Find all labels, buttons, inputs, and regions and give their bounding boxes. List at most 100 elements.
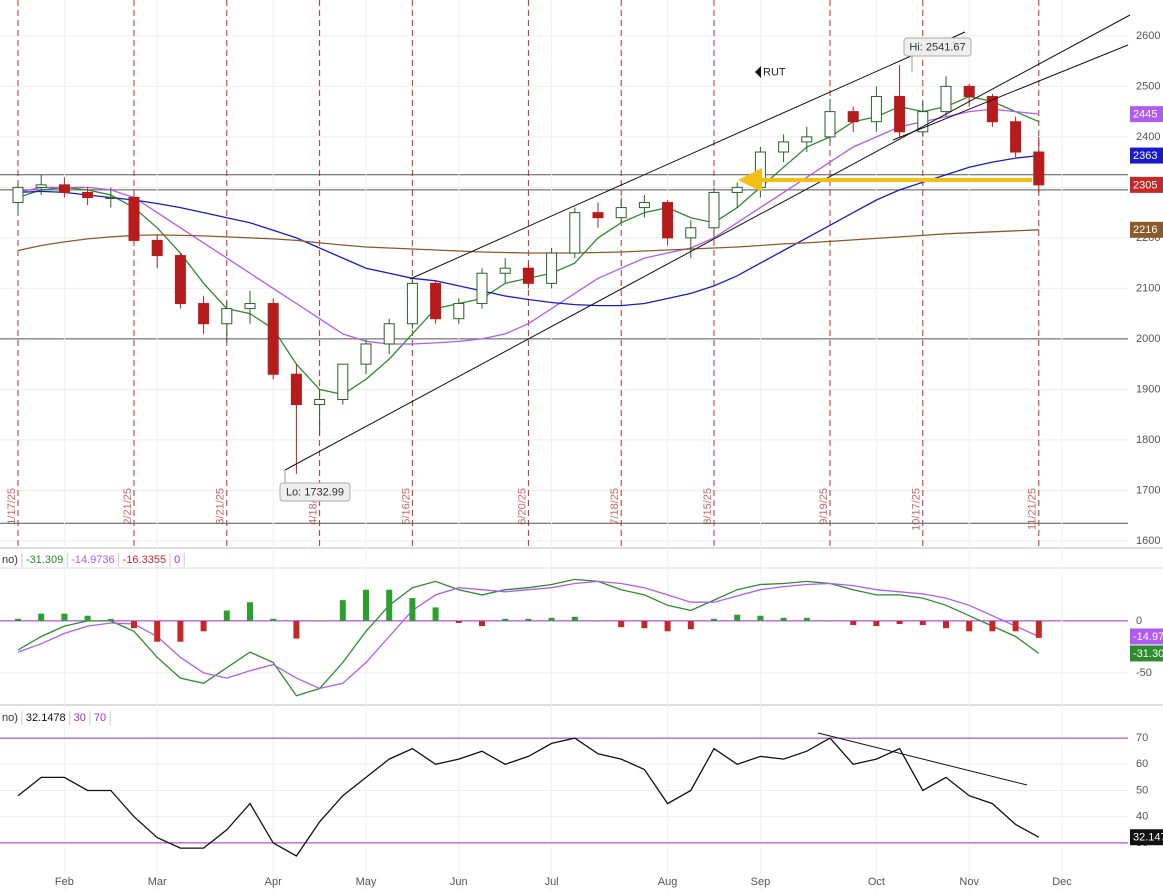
y-tick-label: 2500 xyxy=(1136,80,1160,92)
histogram-bar xyxy=(734,614,741,621)
candle-body xyxy=(35,184,47,188)
y-tick-label: 2400 xyxy=(1136,131,1160,143)
candle-body xyxy=(870,95,882,123)
histogram-bar xyxy=(502,618,509,621)
x-tick-label: Oct xyxy=(868,876,885,888)
date-marker-label: 8/15/25 xyxy=(702,488,714,525)
candle-body xyxy=(569,212,581,254)
legend-readout: no) xyxy=(2,712,18,724)
y-tick-label: 1900 xyxy=(1136,383,1160,395)
date-marker-label: 2/21/25 xyxy=(122,488,134,525)
date-marker-label: 7/18/25 xyxy=(609,488,621,525)
low-annotation: Lo: 1732.99 xyxy=(286,486,344,498)
histogram-bar xyxy=(641,620,648,629)
x-tick-label: Jun xyxy=(450,876,468,888)
histogram-bar xyxy=(247,602,253,621)
series-line xyxy=(17,578,1040,697)
histogram-bar xyxy=(757,615,764,621)
candle-body xyxy=(58,184,70,193)
candle-body xyxy=(244,303,256,310)
x-tick-label: Aug xyxy=(658,876,678,888)
candle-body xyxy=(778,141,790,153)
candle-body xyxy=(337,363,349,401)
y-tick-label: 50 xyxy=(1136,784,1148,796)
candle-body xyxy=(615,207,627,219)
legend-readout: -14.9736 xyxy=(71,554,114,566)
histogram-bar xyxy=(409,598,416,621)
end-label: 2363 xyxy=(1133,150,1157,162)
histogram-bar xyxy=(432,607,439,621)
end-label-box xyxy=(1130,176,1163,193)
x-tick-label: Jul xyxy=(545,876,559,888)
candle-body xyxy=(963,85,975,97)
candle-body xyxy=(360,343,372,365)
annotation-box xyxy=(903,37,972,57)
y-tick-label: 2000 xyxy=(1136,333,1160,345)
y-tick-label: 2100 xyxy=(1136,282,1160,294)
candle-body xyxy=(128,196,140,241)
histogram-bar xyxy=(15,618,21,621)
candle-body xyxy=(522,267,534,284)
x-tick-label: Dec xyxy=(1052,876,1072,888)
x-tick-label: Apr xyxy=(265,876,282,888)
candle-body xyxy=(731,186,743,193)
legend-readout: 30 xyxy=(74,712,86,724)
histogram-bar xyxy=(200,620,207,632)
histogram-bar xyxy=(664,620,671,632)
histogram-bar xyxy=(966,620,973,632)
histogram-bar xyxy=(455,620,462,623)
histogram-bar xyxy=(873,620,880,627)
histogram-bar xyxy=(84,615,91,621)
y-tick-label: 60 xyxy=(1136,758,1148,770)
candle-body xyxy=(267,303,279,375)
candle-body xyxy=(847,111,859,123)
candle-body xyxy=(151,239,163,257)
histogram-bar xyxy=(363,589,369,621)
high-annotation: Hi: 2541.67 xyxy=(909,41,965,53)
trend-line xyxy=(892,44,1129,141)
end-label: -31.309 xyxy=(1133,648,1163,660)
end-label: -14.9736 xyxy=(1133,631,1163,643)
candle-body xyxy=(499,267,511,274)
histogram-bar xyxy=(989,620,996,632)
candle-body xyxy=(708,191,720,229)
series-line xyxy=(17,580,1040,690)
histogram-bar xyxy=(131,620,137,629)
date-marker-label: 9/19/25 xyxy=(818,488,830,525)
histogram-bar xyxy=(687,620,694,630)
y-tick-label: 1800 xyxy=(1136,434,1160,446)
y-tick-label: 70 xyxy=(1136,732,1148,744)
histogram-bar xyxy=(618,620,625,628)
histogram-bar xyxy=(896,620,903,625)
y-tick-label: 2600 xyxy=(1136,30,1160,42)
candle-body xyxy=(453,303,465,320)
end-label: 2305 xyxy=(1133,179,1157,191)
end-label-box xyxy=(1130,147,1163,164)
candle-body xyxy=(174,255,186,305)
series-line xyxy=(17,229,1039,254)
candle-body xyxy=(198,303,210,325)
series-line xyxy=(17,108,1039,345)
candle-body xyxy=(662,202,674,239)
trend-line xyxy=(409,31,966,280)
histogram-bar xyxy=(548,617,555,621)
end-label: 2445 xyxy=(1133,109,1157,121)
under-layer: 1/17/25 2/21/25 3/21/25 4/18/25 5/16/25 6/20/… xyxy=(0,0,1128,890)
histogram-bar xyxy=(1012,620,1019,632)
date-marker-label: 3/21/25 xyxy=(215,488,227,525)
histogram-bar xyxy=(38,613,45,621)
candle-body xyxy=(12,186,24,204)
histogram-bar xyxy=(479,620,485,627)
date-marker-label: 10/17/25 xyxy=(911,488,923,531)
histogram-bar xyxy=(61,613,68,621)
end-label: 2216 xyxy=(1133,224,1157,236)
candle-body xyxy=(406,282,418,325)
arrow-head xyxy=(738,168,762,192)
legend-readout: 70 xyxy=(94,712,106,724)
y-tick-label: 40 xyxy=(1136,811,1148,823)
symbol-label: RUT xyxy=(763,66,786,78)
candle-body xyxy=(1010,121,1022,153)
candle-body xyxy=(685,227,697,239)
